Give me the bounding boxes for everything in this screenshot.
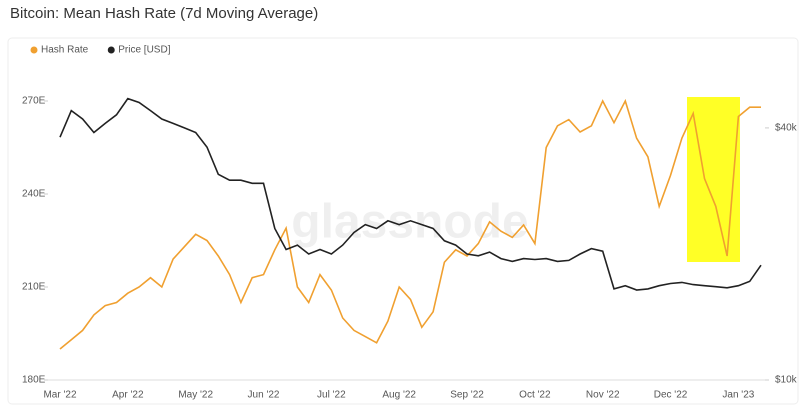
y-tick-label: 210E	[22, 282, 46, 293]
legend-label[interactable]: Price [USD]	[118, 45, 170, 56]
x-tick-label: Apr '22	[112, 390, 144, 401]
panel	[7, 37, 799, 405]
x-tick-label: Mar '22	[43, 390, 76, 401]
y-tick-label: 240E	[22, 189, 46, 200]
x-tick-label: Nov '22	[586, 390, 620, 401]
y2-tick-label: $40k	[775, 123, 798, 134]
x-tick-label: Sep '22	[450, 390, 484, 401]
x-tick-label: Aug '22	[382, 390, 416, 401]
legend-marker[interactable]	[30, 46, 38, 54]
legend-label[interactable]: Hash Rate	[41, 45, 89, 56]
x-tick-label: Jul '22	[317, 390, 346, 401]
chart-title: Bitcoin: Mean Hash Rate (7d Moving Avera…	[10, 5, 318, 22]
x-tick-label: Dec '22	[654, 390, 688, 401]
y-tick-label: 270E	[22, 96, 46, 107]
series-line	[59, 98, 761, 350]
x-tick-label: Oct '22	[519, 390, 551, 401]
x-tick-label: May '22	[178, 390, 213, 401]
x-tick-label: Jan '23	[722, 390, 754, 401]
y-tick-label: 180E	[22, 375, 46, 386]
x-tick-label: Jun '22	[248, 390, 280, 401]
y2-tick-label: $10k	[775, 375, 798, 386]
watermark: glassnode	[291, 196, 528, 249]
legend-marker[interactable]	[107, 46, 115, 54]
series-line	[59, 97, 762, 291]
